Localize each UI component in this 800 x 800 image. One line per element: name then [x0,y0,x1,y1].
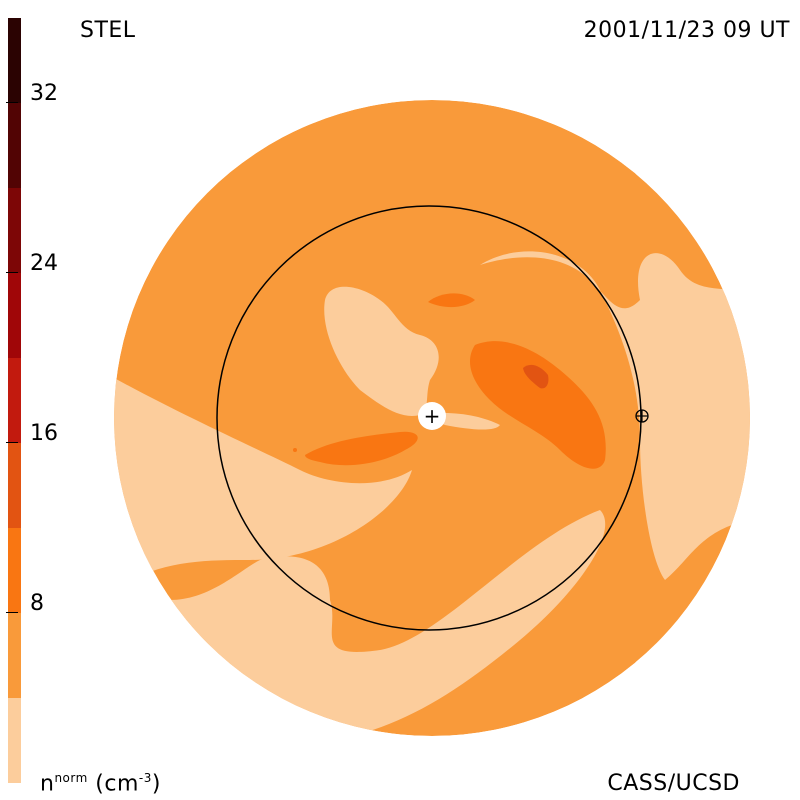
high-density-region-north [428,293,475,308]
high-density-region-peak [523,364,549,389]
credit-label: CASS/UCSD [607,771,740,796]
colorbar-segment [8,613,21,698]
sun-symbol: + [424,404,441,428]
colorbar-unit-label: nnorm (cm-3) [40,771,161,796]
unit-close: ) [151,771,161,797]
colorbar-segment [8,18,21,103]
timestamp-label: 2001/11/23 09 UT [583,18,790,43]
sun-marker [418,402,446,430]
colorbar-tick [6,612,18,613]
low-density-region-east [480,251,750,580]
unit-symbol: n [40,771,55,797]
colorbar-tick [6,102,18,103]
colorbar-segment [8,273,21,358]
earth-orbit-circle [216,205,642,631]
unit-superscript: norm [54,771,88,785]
unit-exponent: -3 [138,771,152,785]
colorbar-segment [8,103,21,188]
colorbar-tick-label-32: 32 [30,81,58,106]
colorbar-segment [8,528,21,613]
colorbar-tick-label-16: 16 [30,421,58,446]
colorbar-segment [8,188,21,273]
speck [293,448,297,452]
colorbar-tick [6,272,18,273]
low-density-region-west [114,370,412,600]
unit-open: (cm [87,771,139,797]
low-density-region-center [324,286,439,416]
colorbar-segment [8,358,21,443]
colorbar-segment [8,698,21,783]
model-label: STEL [80,18,136,43]
density-colorbar [8,18,21,783]
colorbar-tick-label-8: 8 [30,591,44,616]
high-density-region-arc [305,431,418,466]
colorbar-tick [6,442,18,443]
colorbar-segment [8,443,21,528]
high-density-region-core [470,341,606,469]
colorbar-tick-label-24: 24 [30,251,58,276]
low-density-region-south [160,510,606,736]
